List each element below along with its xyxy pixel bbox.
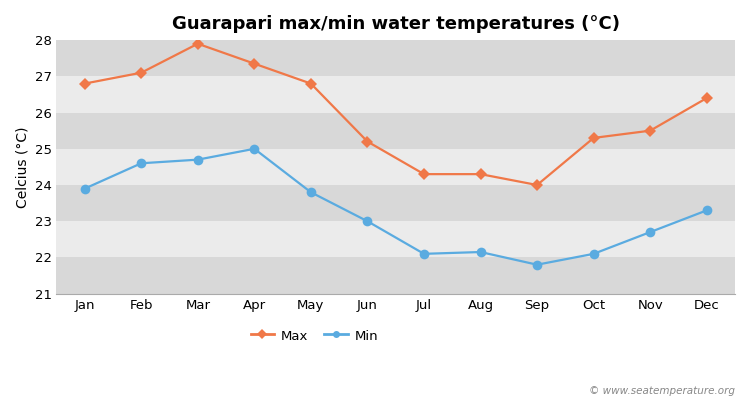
Bar [56, 76, 735, 112]
Min [307, 190, 316, 195]
Line: Min: Min [80, 144, 712, 270]
Max [307, 81, 316, 86]
Bar [56, 149, 735, 185]
Min [646, 230, 655, 234]
Min [590, 252, 598, 256]
Min [532, 262, 542, 267]
Max [476, 172, 485, 176]
Line: Max: Max [80, 40, 711, 189]
Max [646, 128, 655, 133]
Min [476, 250, 485, 254]
Max [532, 183, 542, 188]
Bar [56, 221, 735, 258]
Min [363, 219, 372, 224]
Min [419, 252, 428, 256]
Max [250, 61, 259, 66]
Bar [56, 258, 735, 294]
Max [80, 81, 89, 86]
Y-axis label: Celcius (°C): Celcius (°C) [15, 126, 29, 208]
Max [363, 139, 372, 144]
Min [702, 208, 711, 213]
Min [80, 186, 89, 191]
Min [250, 146, 259, 151]
Max [194, 41, 202, 46]
Bar [56, 112, 735, 149]
Max [419, 172, 428, 176]
Min [136, 161, 146, 166]
Legend: Max, Min: Max, Min [245, 324, 383, 348]
Max [702, 96, 711, 100]
Min [194, 157, 202, 162]
Bar [56, 185, 735, 221]
Max [590, 136, 598, 140]
Max [136, 70, 146, 75]
Bar [56, 40, 735, 76]
Text: © www.seatemperature.org: © www.seatemperature.org [589, 386, 735, 396]
Title: Guarapari max/min water temperatures (°C): Guarapari max/min water temperatures (°C… [172, 15, 620, 33]
